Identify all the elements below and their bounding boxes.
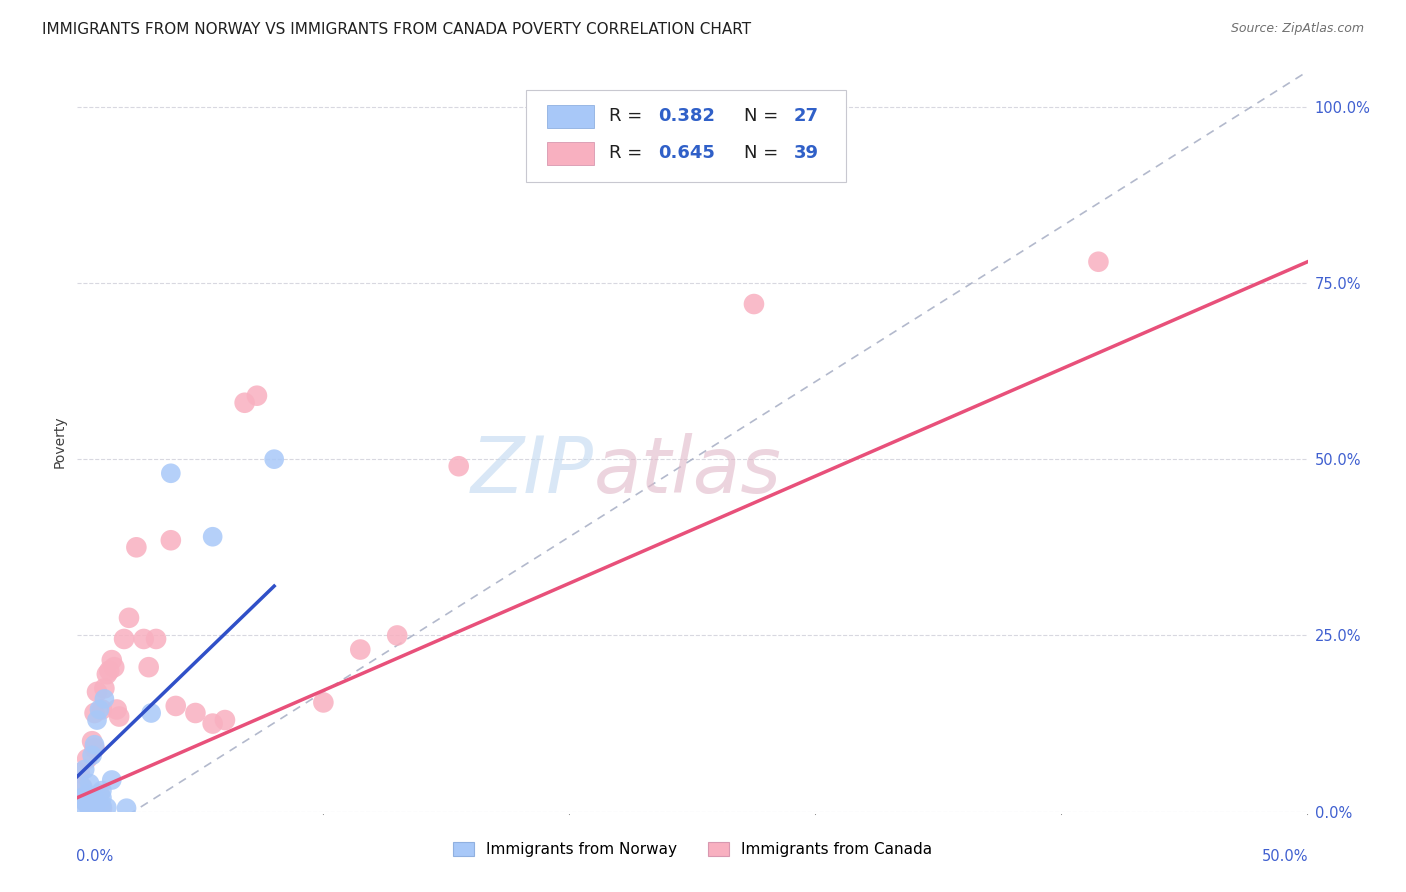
Point [82, 794, 104, 808]
Point [108, 709, 131, 723]
Point [385, 628, 409, 642]
Point [125, 541, 148, 555]
Point [73, 794, 96, 808]
Text: R =: R = [609, 107, 648, 125]
Point [184, 706, 207, 720]
Point [263, 452, 285, 467]
Point [105, 702, 128, 716]
Point [86, 797, 108, 811]
Point [98, 664, 121, 678]
Point [69, 797, 91, 812]
Point [90, 790, 114, 805]
Point [76, 752, 98, 766]
Text: 0.382: 0.382 [658, 107, 716, 125]
Point [90, 783, 114, 797]
Text: 0.0%: 0.0% [76, 849, 114, 863]
Point [101, 772, 124, 787]
Point [214, 713, 236, 727]
Point [90, 799, 114, 814]
Point [93, 692, 115, 706]
Point [742, 297, 765, 311]
Text: R =: R = [609, 144, 648, 161]
Text: IMMIGRANTS FROM NORWAY VS IMMIGRANTS FROM CANADA POVERTY CORRELATION CHART: IMMIGRANTS FROM NORWAY VS IMMIGRANTS FRO… [42, 22, 751, 37]
Point [546, 106, 568, 120]
Point [90, 801, 114, 815]
Text: 50.0%: 50.0% [1263, 849, 1309, 863]
Point [79, 799, 101, 814]
Point [165, 698, 187, 713]
Point [103, 660, 125, 674]
Point [141, 706, 163, 720]
Point [83, 741, 105, 756]
Point [86, 685, 108, 699]
Point [201, 716, 224, 731]
Text: 27: 27 [793, 107, 818, 125]
Point [349, 642, 371, 657]
Text: 39: 39 [793, 144, 818, 161]
FancyBboxPatch shape [526, 90, 846, 183]
Point [70, 780, 93, 794]
Point [93, 681, 115, 696]
Point [89, 702, 111, 716]
Point [76, 787, 98, 801]
Point [82, 734, 104, 748]
Point [73, 763, 96, 777]
Point [82, 748, 104, 763]
Point [233, 396, 256, 410]
Point [70, 790, 93, 805]
Point [112, 632, 135, 646]
Point [312, 695, 335, 709]
Point [73, 794, 96, 808]
Point [132, 632, 155, 646]
Point [89, 787, 111, 801]
Text: N =: N = [744, 107, 785, 125]
Point [160, 533, 183, 548]
Text: 0.645: 0.645 [658, 144, 714, 161]
Text: atlas: atlas [595, 434, 782, 509]
Point [83, 706, 105, 720]
Point [76, 797, 98, 812]
Text: N =: N = [744, 144, 785, 161]
Text: ZIP: ZIP [471, 434, 595, 509]
Point [160, 467, 183, 481]
Point [101, 653, 124, 667]
Point [145, 632, 167, 646]
Point [86, 713, 108, 727]
Point [96, 800, 118, 814]
Point [1087, 254, 1109, 268]
Point [201, 530, 224, 544]
Point [79, 801, 101, 815]
FancyBboxPatch shape [547, 105, 595, 128]
Legend: Immigrants from Norway, Immigrants from Canada: Immigrants from Norway, Immigrants from … [446, 836, 939, 863]
Point [96, 667, 118, 681]
Point [70, 780, 93, 794]
Point [118, 611, 141, 625]
Point [138, 660, 160, 674]
Point [447, 459, 470, 474]
Point [69, 766, 91, 780]
Point [90, 702, 114, 716]
Point [246, 389, 269, 403]
Y-axis label: Poverty: Poverty [52, 416, 66, 467]
Point [83, 790, 105, 805]
Point [115, 801, 138, 815]
Point [83, 738, 105, 752]
Text: Source: ZipAtlas.com: Source: ZipAtlas.com [1230, 22, 1364, 36]
Point [79, 776, 101, 790]
FancyBboxPatch shape [547, 143, 595, 165]
